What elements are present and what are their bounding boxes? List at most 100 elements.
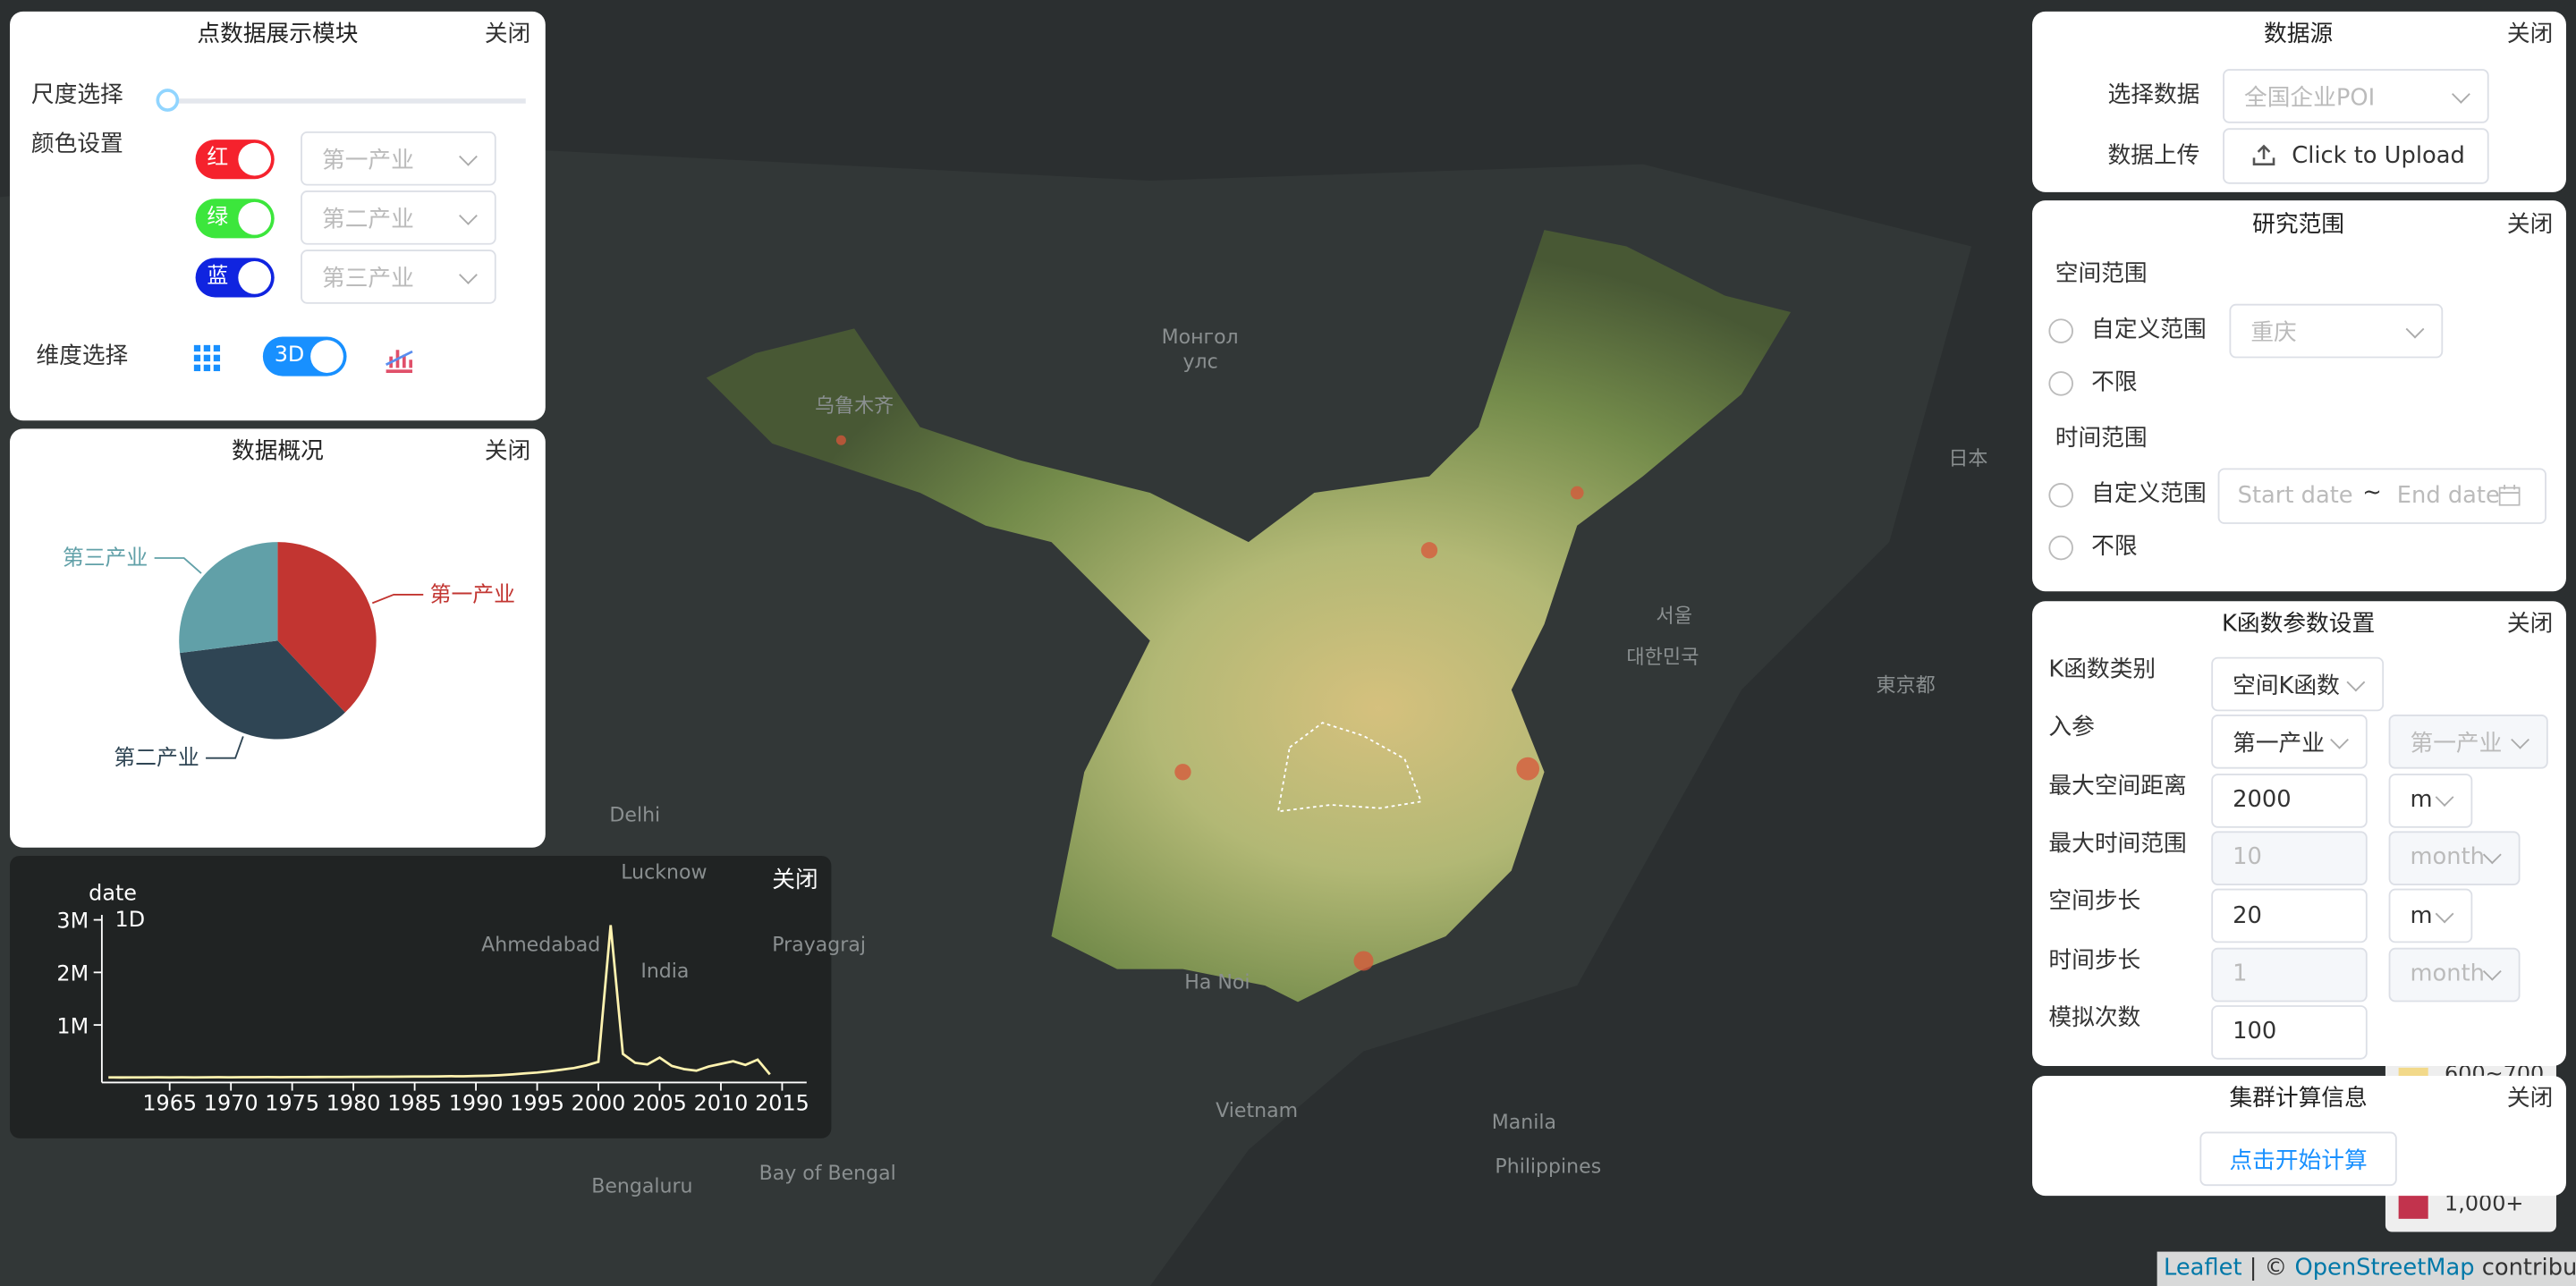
toggle-knob	[238, 142, 272, 176]
legend-swatch	[2398, 1192, 2428, 1219]
panel	[10, 428, 546, 848]
map-label: Manila	[1491, 1110, 1557, 1134]
map-label: Vietnam	[1216, 1098, 1299, 1122]
map-label: Bay of Bengal	[758, 1161, 896, 1185]
select[interactable]: 第一产业	[2211, 715, 2368, 770]
density-area	[706, 230, 1792, 1003]
radio-label: 不限	[2091, 369, 2138, 396]
toggle-label: 3D	[274, 343, 305, 368]
close-button[interactable]: 关闭	[2506, 1086, 2554, 1113]
map-label: 서울	[1656, 604, 1693, 628]
map-label: India	[640, 959, 690, 983]
map-label: Prayagraj	[772, 933, 866, 956]
radio[interactable]	[2048, 535, 2073, 561]
grid-icon[interactable]	[193, 344, 221, 372]
select[interactable]: 重庆	[2229, 303, 2444, 359]
close-button[interactable]: 关闭	[484, 438, 531, 465]
map-label: Lucknow	[621, 860, 708, 884]
toggle-label: 红	[207, 146, 229, 172]
upload-icon	[2252, 144, 2275, 165]
panel-title: 集群计算信息	[2229, 1086, 2368, 1113]
input[interactable]: 10	[2211, 831, 2368, 885]
map-label: 대한민국	[1626, 645, 1699, 669]
start-button[interactable]: 点击开始计算	[2199, 1131, 2397, 1187]
radio-label: 自定义范围	[2091, 317, 2207, 343]
toggle-knob	[238, 261, 272, 294]
select[interactable]: 空间K函数	[2211, 656, 2385, 712]
chongqing-outline	[1276, 722, 1423, 813]
text: contributors	[2481, 1255, 2576, 1282]
radio-label: 自定义范围	[2091, 481, 2207, 508]
map-label: Philippines	[1495, 1155, 1602, 1178]
calendar-icon	[2498, 484, 2521, 506]
legend-label: 1,000+	[2445, 1192, 2524, 1218]
toggle-label: 绿	[207, 205, 229, 231]
label: 尺度选择	[30, 81, 123, 109]
slider-track[interactable]	[167, 98, 526, 104]
close-button[interactable]: 关闭	[2506, 211, 2554, 239]
label: 颜色设置	[30, 131, 123, 158]
label: 选择数据	[2107, 81, 2200, 109]
label: 时间步长	[2048, 946, 2141, 974]
separator: ~	[2362, 479, 2382, 506]
slider-handle[interactable]	[156, 89, 180, 112]
panel-title: K函数参数设置	[2222, 611, 2376, 638]
map-label: 日本	[1948, 446, 1988, 470]
timeline-panel	[10, 855, 832, 1138]
label: 空间范围	[2055, 261, 2148, 288]
unit-select[interactable]: m	[2388, 773, 2473, 827]
map-label: 東京都	[1876, 673, 1936, 697]
button-label: Click to Upload	[2292, 142, 2465, 170]
label: 时间范围	[2055, 425, 2148, 453]
close-button[interactable]: 关闭	[2506, 21, 2554, 48]
chart-icon[interactable]	[383, 342, 416, 375]
date-range[interactable]	[2217, 468, 2546, 524]
link[interactable]: Leaflet	[2163, 1255, 2242, 1282]
attribution: Leaflet | © OpenStreetMap contributors	[2157, 1251, 2576, 1286]
map-label: Ahmedabad	[481, 933, 601, 956]
label: 模拟次数	[2048, 1004, 2141, 1032]
map-label: улс	[1182, 350, 1218, 373]
close-button[interactable]: 关闭	[484, 21, 531, 48]
unit-select[interactable]: m	[2388, 889, 2473, 943]
unit-select[interactable]: month	[2388, 946, 2521, 1002]
map-label: Bengaluru	[591, 1174, 693, 1197]
radio[interactable]	[2048, 318, 2073, 343]
radio[interactable]	[2048, 371, 2073, 396]
select[interactable]: 第三产业	[301, 250, 496, 304]
hotspots	[835, 435, 1584, 971]
radio[interactable]	[2048, 483, 2073, 508]
select[interactable]: 第一产业	[301, 131, 496, 186]
toggle-label: 蓝	[207, 264, 229, 290]
label: 最大时间范围	[2048, 831, 2187, 858]
panel-title: 点数据展示模块	[197, 21, 359, 48]
input[interactable]: 2000	[2211, 773, 2368, 827]
unit-select[interactable]: month	[2388, 831, 2521, 885]
map-label: Монгол	[1161, 325, 1239, 349]
map-label: Delhi	[609, 803, 661, 826]
text: | ©	[2241, 1255, 2295, 1282]
panel-title: 研究范围	[2252, 211, 2345, 239]
close-button[interactable]: 关闭	[2506, 611, 2554, 638]
link[interactable]: OpenStreetMap	[2294, 1255, 2475, 1282]
upload-button[interactable]	[2223, 128, 2489, 184]
select[interactable]: 第一产业	[2388, 715, 2548, 770]
select[interactable]: 第二产业	[301, 190, 496, 245]
input[interactable]: 20	[2211, 889, 2368, 943]
map-label: 乌鲁木齐	[815, 393, 894, 418]
label: 数据上传	[2107, 142, 2200, 170]
placeholder: End date	[2396, 483, 2500, 510]
radio-label: 不限	[2091, 533, 2138, 561]
input[interactable]: 100	[2211, 1004, 2368, 1060]
toggle-knob	[310, 340, 343, 373]
label: 维度选择	[36, 343, 129, 370]
label: K函数类别	[2048, 656, 2157, 684]
placeholder: Start date	[2237, 483, 2353, 510]
panel-title: 数据概况	[231, 438, 324, 465]
input[interactable]: 1	[2211, 946, 2368, 1002]
select[interactable]: 全国企业POI	[2223, 69, 2489, 123]
close-button[interactable]: 关闭	[772, 867, 818, 894]
